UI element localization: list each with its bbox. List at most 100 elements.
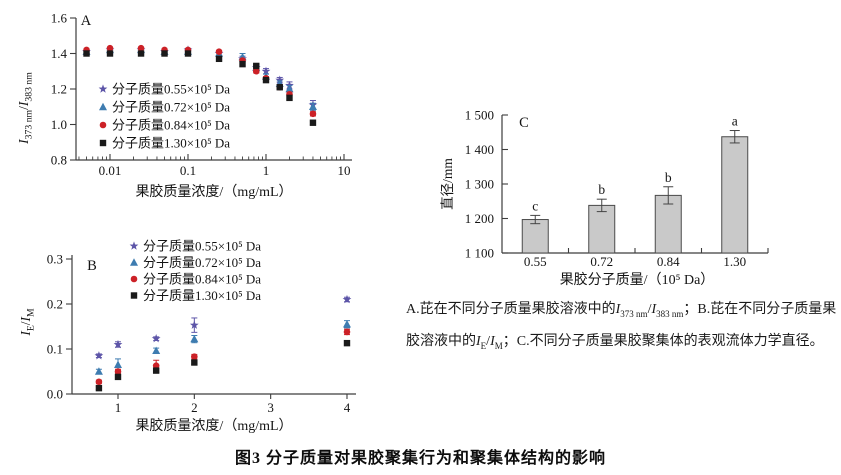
y-tick-label: 0.2 <box>47 296 63 311</box>
y-tick-label: 0.1 <box>47 341 63 356</box>
marker-triangle-icon <box>342 320 351 328</box>
error-bar <box>596 198 607 213</box>
axes: 0.0 0.1 0.2 0.3 1 2 3 4 果胶质量浓度/（mg/mL） IE/IM B <box>18 251 356 434</box>
y-tick-label: 1.2 <box>51 81 67 96</box>
marker-square-icon <box>215 55 223 63</box>
x-tick-label: 1.30 <box>723 254 746 269</box>
legend-label: 分子质量0.84×10⁵ Da <box>143 271 261 286</box>
y-tick-label: 1 300 <box>465 176 494 191</box>
marker-circle-icon <box>95 378 103 386</box>
marker-star-icon <box>151 334 161 343</box>
legend-label: 分子质量0.72×10⁵ Da <box>143 255 261 270</box>
significance-letter: b <box>598 182 605 197</box>
y-axis-label: IE/IM <box>18 308 37 337</box>
bar-1.30 <box>721 136 749 254</box>
marker-triangle-icon <box>130 258 138 266</box>
marker-circle-icon <box>252 67 260 75</box>
marker-circle-icon <box>343 328 351 336</box>
figure-note-line: 胶溶液中的IE/IM；C.不同分子质量果胶聚集体的表观流体力学直径。 <box>406 333 824 351</box>
y-tick-label: 1 100 <box>465 245 494 260</box>
legend-label: 分子质量1.30×10⁵ Da <box>143 288 261 303</box>
marker-star-icon <box>98 84 108 93</box>
marker-square-icon <box>106 50 114 57</box>
legend-label: 分子质量0.84×10⁵ Da <box>112 117 230 132</box>
marker-square-icon <box>161 50 168 57</box>
significance-letter: c <box>532 198 538 213</box>
marker-circle-icon <box>99 121 107 129</box>
error-bar <box>729 130 740 144</box>
chart-a-pyrene-ratio-scatter: 0.8 1.0 1.2 1.4 1.6 0.01 0.1 1 10 果胶质量浓度/（mg/mL） I… <box>16 10 352 200</box>
axes: 1 100 1 200 1 300 1 400 1 500 0.55 0.72 0.84 1.3… <box>440 107 769 288</box>
x-tick-label: 2 <box>191 400 198 415</box>
error-bar <box>663 186 674 205</box>
y-tick-label: 1 400 <box>465 142 494 157</box>
marker-square-icon <box>276 84 283 91</box>
x-tick-label: 1 <box>263 163 270 178</box>
y-tick-label: 0.3 <box>47 251 63 266</box>
marker-star-icon <box>94 351 104 360</box>
marker-triangle-icon <box>285 84 294 93</box>
marker-triangle-icon <box>308 102 317 110</box>
y-tick-label: 1 200 <box>465 211 494 226</box>
legend-label: 分子质量0.55×10⁵ Da <box>143 238 261 253</box>
marker-square-icon <box>95 384 103 392</box>
marker-square-icon <box>262 76 270 84</box>
x-tick-label: 4 <box>344 400 351 415</box>
marker-triangle-icon <box>94 367 103 375</box>
marker-circle-icon <box>309 110 317 118</box>
marker-square-icon <box>184 50 192 57</box>
panel-label: C <box>519 115 529 131</box>
x-axis-label: 果胶质量浓度/（mg/mL） <box>135 417 292 434</box>
marker-triangle-icon <box>114 360 122 368</box>
y-tick-label: 0.8 <box>51 152 67 167</box>
y-tick-label: 1.4 <box>51 46 68 61</box>
marker-circle-icon <box>114 368 122 375</box>
x-tick-label: 0.72 <box>590 254 613 269</box>
axes: 0.8 1.0 1.2 1.4 1.6 0.01 0.1 1 10 果胶质量浓度/（mg/mL） I… <box>16 10 352 200</box>
marker-circle-icon <box>191 353 198 360</box>
significance-letter: b <box>665 170 672 185</box>
x-tick-label: 3 <box>267 400 274 415</box>
marker-star-icon <box>189 320 199 329</box>
marker-square-icon <box>309 119 317 126</box>
marker-square-icon <box>286 94 293 102</box>
series-2 <box>94 320 351 375</box>
series-3 <box>95 328 351 386</box>
series-4 <box>95 339 351 392</box>
figure-note: A.芘在不同分子质量果胶溶液中的I373 nm/I383 nm；B.芘在不同分子… <box>406 296 841 360</box>
significance-letter: a <box>732 114 738 129</box>
series-4 <box>83 50 317 126</box>
marker-square-icon <box>83 50 90 57</box>
legend-label: 分子质量0.72×10⁵ Da <box>112 99 230 114</box>
x-axis-label: 果胶分子质量/（10⁵ Da） <box>560 271 715 288</box>
x-axis-label: 果胶质量浓度/（mg/mL） <box>135 183 292 200</box>
marker-star-icon <box>113 339 123 349</box>
x-tick-label: 0.1 <box>180 163 196 178</box>
chart-b-ie-im-scatter: 0.0 0.1 0.2 0.3 1 2 3 4 果胶质量浓度/（mg/mL） IE/IM B 分子质量… <box>18 238 356 434</box>
error-bar <box>530 214 541 225</box>
figure-note-line: A.芘在不同分子质量果胶溶液中的I373 nm/I383 nm；B.芘在不同分子… <box>406 302 837 319</box>
marker-square-icon <box>343 339 351 347</box>
marker-square-icon <box>137 50 145 57</box>
y-axis-label: I373 nm/I383 nm <box>16 72 35 145</box>
marker-triangle-icon <box>99 102 107 111</box>
bar-0.72 <box>588 204 616 254</box>
bars: c b b a <box>521 114 749 254</box>
x-tick-label: 0.01 <box>99 163 122 178</box>
figure-caption-title: 图3 分子质量对果胶聚集行为和聚集体结构的影响 <box>234 450 606 467</box>
marker-square-icon <box>191 359 198 366</box>
marker-circle-icon <box>152 362 160 369</box>
x-tick-label: 0.55 <box>524 254 547 269</box>
panel-label: A <box>81 13 92 29</box>
marker-circle-icon <box>215 48 223 56</box>
legend: 分子质量0.55×10⁵ Da 分子质量0.72×10⁵ Da 分子质量0.84×1… <box>98 81 230 150</box>
marker-square-icon <box>152 367 160 374</box>
legend-label: 分子质量1.30×10⁵ Da <box>112 135 230 150</box>
chart-c-diameter-bar: 1 100 1 200 1 300 1 400 1 500 0.55 0.72 0.84 1.3… <box>440 107 769 288</box>
bar-0.84 <box>654 194 682 254</box>
panel-label: B <box>87 258 97 274</box>
marker-triangle-icon <box>152 346 161 354</box>
marker-circle-icon <box>106 44 114 52</box>
marker-triangle-icon <box>190 334 199 343</box>
